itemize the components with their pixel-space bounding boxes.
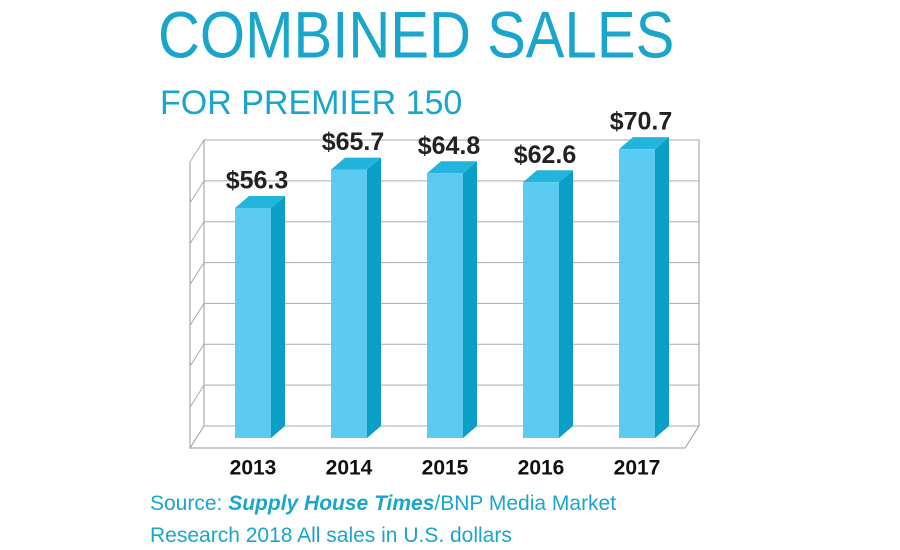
source-note: Source: Supply House Times/BNP Media Mar… [150, 488, 616, 550]
grid-line [189, 139, 699, 163]
bar-top [523, 170, 573, 183]
value-label: $65.7 [322, 128, 385, 156]
bar-side [271, 195, 285, 438]
bar [331, 169, 367, 438]
value-label: $56.3 [226, 167, 289, 195]
bar [235, 207, 271, 438]
chart-title: COMBINED SALES [158, 0, 674, 72]
x-tick-label: 2015 [422, 457, 469, 480]
source-text: Supply House Times [228, 492, 435, 515]
x-tick-label: 2014 [326, 457, 373, 480]
value-label: $70.7 [610, 108, 673, 136]
x-tick-label: 2017 [614, 457, 661, 480]
source-text: Source: [150, 492, 229, 515]
source-line: Source: Supply House Times/BNP Media Mar… [150, 488, 616, 520]
bar-top [427, 161, 477, 174]
chart-subtitle: FOR PREMIER 150 [160, 84, 462, 122]
source-text: /BNP Media Market [434, 492, 617, 515]
bar [619, 149, 655, 438]
source-text: Research 2018 All sales in U.S. dollars [150, 524, 512, 547]
bar [427, 173, 463, 438]
value-label: $62.6 [514, 141, 577, 169]
bar [523, 182, 559, 438]
bar-top [235, 195, 285, 208]
x-tick-label: 2013 [230, 457, 277, 480]
source-line: Research 2018 All sales in U.S. dollars [150, 520, 616, 550]
bar-side [367, 157, 381, 438]
value-label: $64.8 [418, 132, 481, 160]
bar-side [655, 137, 669, 438]
bar-side [463, 161, 477, 438]
bar-side [559, 170, 573, 438]
x-tick-label: 2016 [518, 457, 565, 480]
bar-top [619, 137, 669, 150]
bar-top [331, 157, 381, 170]
